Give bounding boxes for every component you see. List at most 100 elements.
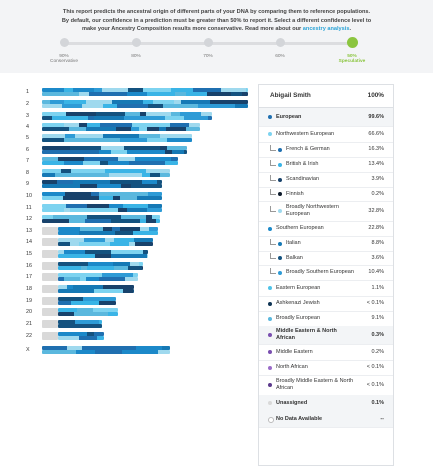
ancestry-row-broadly-southern-european[interactable]: Broadly Southern European 10.4% <box>259 265 393 281</box>
chromosome-6-copy-a[interactable] <box>42 146 187 150</box>
chromosome-8-copy-b[interactable] <box>42 173 170 177</box>
chromosome-9-copy-b[interactable] <box>42 184 162 188</box>
ancestry-segment <box>42 208 64 212</box>
chromosome-8-copy-a[interactable] <box>42 169 170 173</box>
chromosome-20-copy-b[interactable] <box>58 312 118 316</box>
ancestry-row-european[interactable]: European 99.6% <box>259 108 393 127</box>
ancestry-segment <box>70 150 99 154</box>
ancestry-segment <box>246 88 248 92</box>
ancestry-row-unassigned[interactable]: Unassigned 0.1% <box>259 395 393 412</box>
ancestry-segment <box>112 100 143 104</box>
ancestry-segment <box>85 250 91 254</box>
chromosome-2-copy-b[interactable] <box>42 104 248 108</box>
chromosome-4-copy-a[interactable] <box>42 123 200 127</box>
ancestry-segment <box>88 262 113 266</box>
ancestry-row-eastern-european[interactable]: Eastern European 1.1% <box>259 280 393 297</box>
chromosome-22-copy-a[interactable] <box>58 332 104 336</box>
ancestry-analysis-link[interactable]: ancestry analysis <box>302 26 350 33</box>
ancestry-row-balkan[interactable]: Balkan 3.6% <box>259 251 393 266</box>
chromosome-label: 17 <box>26 274 32 280</box>
ancestry-row-no-data-available[interactable]: No Data Available -- <box>259 411 393 428</box>
ancestry-segment <box>94 332 104 336</box>
chromosome-label: 2 <box>26 101 29 107</box>
chromosome-16-copy-a[interactable] <box>58 262 143 266</box>
confidence-stop-90[interactable] <box>59 38 69 47</box>
chromosome-1-copy-a[interactable] <box>42 88 248 92</box>
ancestry-segment <box>102 88 128 92</box>
chromosome-21-copy-a[interactable] <box>58 320 102 324</box>
ancestry-row-broadly-european[interactable]: Broadly European 9.1% <box>259 311 393 327</box>
chromosome-3-copy-a[interactable] <box>42 112 212 116</box>
confidence-stop-60[interactable] <box>275 38 285 47</box>
ancestry-row-middle-eastern-north-african[interactable]: Middle Eastern & North African 0.3% <box>259 326 393 345</box>
chromosome-16-copy-b[interactable] <box>58 266 143 270</box>
ancestry-row-british-irish[interactable]: British & Irish 13.4% <box>259 157 393 173</box>
ancestry-segment <box>58 238 84 242</box>
color-swatch-icon <box>278 147 282 152</box>
ancestry-segment <box>129 169 146 173</box>
chromosome-X-copy-a[interactable] <box>42 346 170 350</box>
chromosome-11-copy-b[interactable] <box>42 208 162 212</box>
ancestry-segment <box>58 297 83 301</box>
chromosome-13-copy-a[interactable] <box>58 227 158 231</box>
chromosome-2-copy-a[interactable] <box>42 100 248 104</box>
chromosome-18-copy-b[interactable] <box>58 289 134 293</box>
confidence-stop-70[interactable] <box>203 38 213 47</box>
chromosome-19-copy-a[interactable] <box>58 297 116 301</box>
confidence-stop-50-selected[interactable] <box>346 37 358 48</box>
ancestry-segment <box>160 173 170 177</box>
ancestry-segment <box>96 112 125 116</box>
ancestry-row-ashkenazi-jewish[interactable]: Ashkenazi Jewish < 0.1% <box>259 296 393 312</box>
chromosome-6-copy-b[interactable] <box>42 150 187 154</box>
chromosome-5-copy-b[interactable] <box>42 138 192 142</box>
ancestry-row-broadly-middle-eastern-north-african[interactable]: Broadly Middle Eastern & North African < … <box>259 375 393 396</box>
chromosome-9-copy-a[interactable] <box>42 180 162 184</box>
population-name: North African <box>276 364 308 370</box>
ancestry-row-middle-eastern[interactable]: Middle Eastern 0.2% <box>259 344 393 361</box>
chromosome-19-copy-b[interactable] <box>58 301 116 305</box>
chromosome-15-copy-b[interactable] <box>58 254 148 258</box>
ancestry-segment <box>181 100 210 104</box>
chromosome-3-copy-b[interactable] <box>42 116 212 120</box>
chromosome-7-copy-a[interactable] <box>42 157 178 161</box>
chromosome-17-copy-a[interactable] <box>58 273 138 277</box>
chromosome-14-copy-b[interactable] <box>58 242 153 246</box>
confidence-stop-80[interactable] <box>131 38 141 47</box>
chromosome-14-copy-a[interactable] <box>58 238 153 242</box>
chromosome-7-copy-b[interactable] <box>42 161 178 165</box>
population-name: Italian <box>286 240 301 246</box>
ancestry-row-north-african[interactable]: North African < 0.1% <box>259 360 393 376</box>
intro-line-2: By default, our confidence in a predicti… <box>61 17 372 24</box>
ancestry-row-scandinavian[interactable]: Scandinavian 3.9% <box>259 172 393 188</box>
chromosome-12-copy-b[interactable] <box>42 219 160 223</box>
chromosome-17-copy-b[interactable] <box>58 277 138 281</box>
chromosome-1-copy-b[interactable] <box>42 92 248 96</box>
chromosome-10-copy-a[interactable] <box>42 192 162 196</box>
ancestry-segment <box>109 173 142 177</box>
chromosome-5-copy-a[interactable] <box>42 134 192 138</box>
ancestry-row-southern-european[interactable]: Southern European 22.8% <box>259 221 393 237</box>
ancestry-segment <box>79 231 115 235</box>
chromosome-20-copy-a[interactable] <box>58 308 118 312</box>
chromosome-15-copy-a[interactable] <box>58 250 148 254</box>
chromosome-10-copy-b[interactable] <box>42 196 162 200</box>
ancestry-row-northwestern-european[interactable]: Northwestern European 66.6% <box>259 126 393 143</box>
ancestry-segment <box>128 346 136 350</box>
chromosome-4-copy-b[interactable] <box>42 127 200 131</box>
population-name: Broadly Middle Eastern & North African <box>276 378 354 391</box>
chromosome-11-copy-a[interactable] <box>42 204 162 208</box>
ancestry-row-broadly-northwestern-european[interactable]: Broadly Northwestern European 32.8% <box>259 201 393 222</box>
chromosome-X-copy-b[interactable] <box>42 350 170 354</box>
ancestry-segment <box>157 180 162 184</box>
ancestry-row-italian[interactable]: Italian 8.8% <box>259 236 393 252</box>
ancestry-row-french-german[interactable]: French & German 16.3% <box>259 142 393 158</box>
chromosome-13-copy-b[interactable] <box>58 231 158 235</box>
chromosome-22-copy-b[interactable] <box>58 336 104 340</box>
ancestry-segment <box>58 301 71 305</box>
chromosome-18-copy-a[interactable] <box>58 285 134 289</box>
chromosome-12-copy-a[interactable] <box>42 215 160 219</box>
ancestry-row-finnish[interactable]: Finnish 0.2% <box>259 187 393 202</box>
chromosome-21-copy-b[interactable] <box>58 324 102 328</box>
color-swatch-icon <box>268 226 272 231</box>
population-percent: 22.8% <box>368 225 384 231</box>
